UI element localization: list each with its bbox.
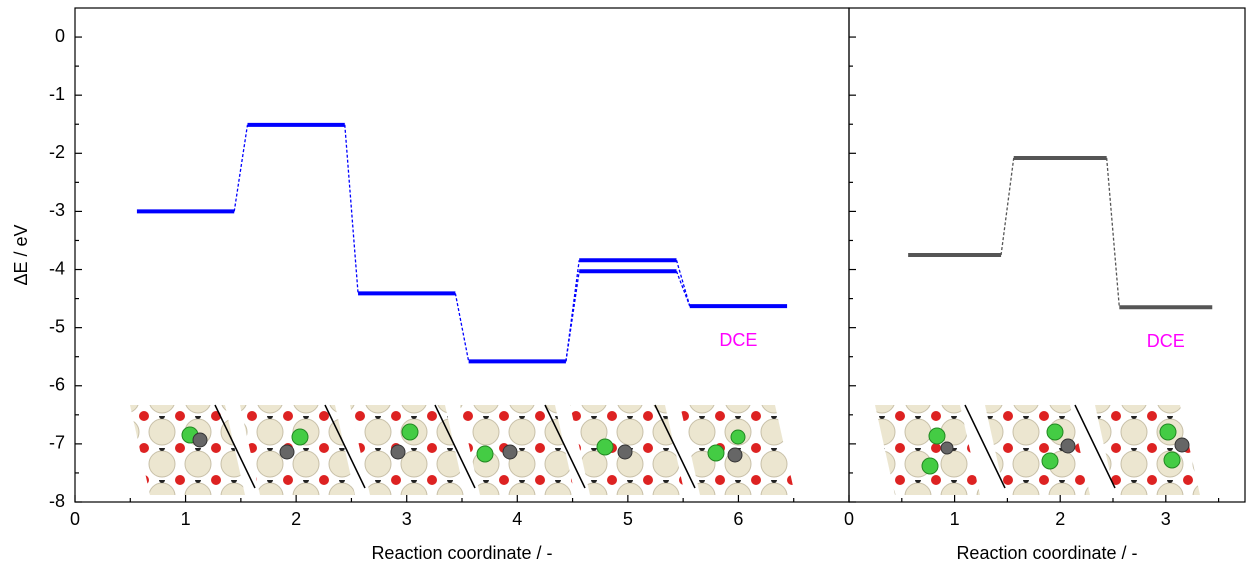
x-tick-label: 3 — [1161, 509, 1171, 529]
x-axis-label: Reaction coordinate / - — [371, 543, 552, 563]
connector — [344, 124, 359, 294]
x-tick-label: 0 — [844, 509, 854, 529]
annotation: DCE — [1147, 331, 1185, 351]
annotation: DCE — [719, 330, 757, 350]
connector — [454, 293, 470, 362]
y-tick-label: -5 — [49, 316, 65, 336]
x-tick-label: 6 — [733, 509, 743, 529]
x-axis-label: Reaction coordinate / - — [956, 543, 1137, 563]
connector — [675, 271, 691, 307]
y-tick-label: -7 — [49, 433, 65, 453]
y-axis-label: ΔE / eV — [11, 224, 31, 285]
x-tick-label: 3 — [402, 509, 412, 529]
y-tick-label: -8 — [49, 491, 65, 511]
x-tick-label: 5 — [623, 509, 633, 529]
x-tick-label: 1 — [950, 509, 960, 529]
x-tick-label: 2 — [291, 509, 301, 529]
y-tick-label: 0 — [55, 26, 65, 46]
y-tick-label: -3 — [49, 200, 65, 220]
y-tick-label: -2 — [49, 142, 65, 162]
connector — [233, 124, 249, 212]
x-tick-label: 1 — [181, 509, 191, 529]
y-tick-label: -4 — [49, 258, 65, 278]
x-tick-label: 2 — [1055, 509, 1065, 529]
x-tick-label: 0 — [70, 509, 80, 529]
connector — [565, 271, 580, 362]
structure-images — [130, 404, 1200, 495]
connector — [1000, 157, 1015, 256]
y-tick-label: -6 — [49, 375, 65, 395]
x-tick-label: 4 — [512, 509, 522, 529]
y-tick-label: -1 — [49, 84, 65, 104]
plot-frame — [848, 7, 1246, 503]
connector — [675, 260, 691, 307]
connector — [1106, 157, 1120, 308]
